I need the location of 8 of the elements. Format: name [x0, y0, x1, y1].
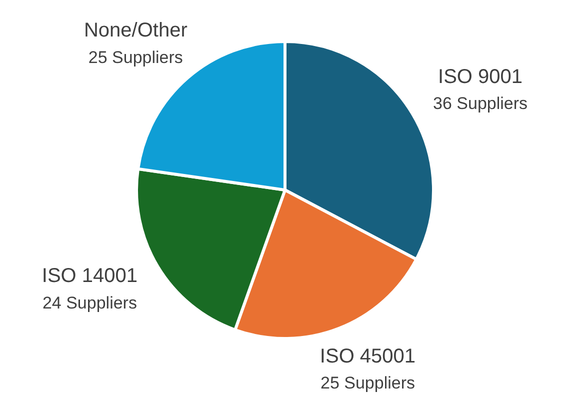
data-label: 24 Suppliers: [42, 293, 137, 312]
data-label: 25 Suppliers: [88, 48, 183, 67]
slice-label: None/Other: [84, 20, 188, 42]
slice-label: ISO 45001: [320, 345, 416, 368]
slice-label: ISO 14001: [42, 265, 138, 288]
slice-label: ISO 9001: [438, 66, 523, 88]
data-label: 25 Suppliers: [320, 374, 415, 393]
data-label: 36 Suppliers: [433, 94, 528, 113]
